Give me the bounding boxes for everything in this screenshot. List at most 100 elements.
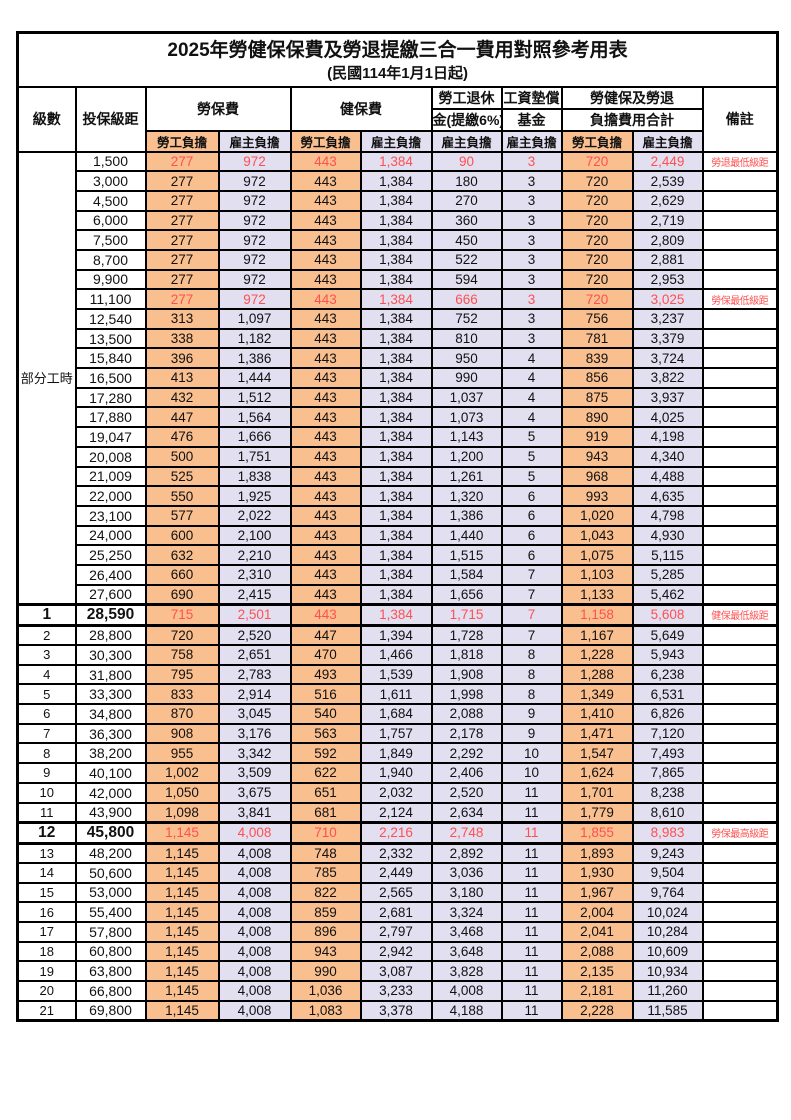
bracket-cell: 63,800 (74, 960, 147, 982)
total-employee-cell: 2,088 (560, 940, 634, 963)
health-ins-employee-cell: 443 (289, 504, 362, 527)
total-employee-cell: 968 (560, 465, 634, 488)
labor-ins-employee-cell: 277 (144, 150, 220, 173)
labor-ins-employee-cell: 1,145 (144, 820, 220, 845)
table-row: 2 28,800 720 2,520 447 1,394 1,728 7 1,167 5,649 (16, 624, 779, 646)
remark-cell (701, 722, 779, 745)
health-ins-employer-cell: 2,124 (359, 801, 433, 824)
health-ins-employer-cell: 3,087 (359, 960, 433, 982)
table-row: 6,000 277 972 443 1,384 360 3 720 2,719 (18, 209, 779, 232)
remark-cell (701, 663, 779, 686)
wage-fund-employer-cell: 9 (500, 703, 563, 725)
total-employee-cell: 1,043 (560, 524, 634, 547)
table-row: 11,100 277 972 443 1,384 666 3 720 3,025 勞保最低級距 (18, 288, 779, 310)
table-row: 24,000 600 2,100 443 1,384 1,440 6 1,043 4,930 (18, 524, 779, 547)
health-ins-employee-cell: 443 (289, 544, 362, 566)
table-row: 19 63,800 1,145 4,008 990 3,087 3,828 11 2,135 10… (16, 960, 779, 982)
health-ins-employee-cell: 443 (289, 288, 362, 310)
total-employee-cell: 720 (560, 150, 634, 173)
bracket-cell: 69,800 (74, 999, 147, 1022)
labor-ins-employer-cell: 4,008 (217, 881, 292, 904)
wage-fund-employer-cell: 3 (500, 150, 563, 173)
level-cell: 10 (16, 781, 77, 804)
total-employer-cell: 10,024 (631, 901, 704, 923)
labor-ins-employer-cell: 972 (217, 189, 292, 212)
health-ins-employer-cell: 1,394 (359, 624, 433, 646)
table-row: 17,280 432 1,512 443 1,384 1,037 4 875 3,937 (18, 386, 779, 409)
bracket-cell: 15,840 (74, 347, 147, 370)
health-ins-employer-cell: 1,384 (359, 347, 433, 370)
labor-ins-employer-cell: 3,045 (217, 703, 292, 725)
level-cell: 5 (16, 683, 77, 706)
col-header-health-insurance: 健保費 (289, 85, 433, 132)
pension-employer-cell: 990 (430, 367, 503, 389)
labor-ins-employee-cell: 632 (144, 544, 220, 566)
level-cell: 3 (16, 644, 77, 666)
table-row: 17,880 447 1,564 443 1,384 1,073 4 890 4,025 (18, 406, 779, 429)
wage-fund-employer-cell: 8 (500, 663, 563, 686)
total-employer-cell: 3,025 (631, 288, 704, 310)
pension-employer-cell: 4,188 (430, 999, 503, 1022)
table-row: 3,000 277 972 443 1,384 180 3 720 2,539 (18, 170, 779, 192)
bracket-cell: 9,900 (74, 268, 147, 291)
bracket-cell: 33,300 (74, 683, 147, 706)
wage-fund-employer-cell: 3 (500, 268, 563, 291)
health-ins-employee-cell: 443 (289, 465, 362, 488)
total-employer-cell: 9,243 (631, 842, 704, 864)
remark-cell (701, 189, 779, 212)
bracket-cell: 36,300 (74, 722, 147, 745)
health-ins-employer-cell: 3,233 (359, 980, 433, 1002)
wage-fund-employer-cell: 3 (500, 189, 563, 212)
pension-employer-cell: 1,998 (430, 683, 503, 706)
labor-ins-employee-cell: 795 (144, 663, 220, 686)
col-header-level: 級數 (16, 85, 77, 153)
health-ins-employer-cell: 1,384 (359, 327, 433, 350)
part-time-group-label: 部分工時 (16, 150, 77, 606)
health-ins-employer-cell: 1,384 (359, 485, 433, 507)
health-ins-employee-cell: 943 (289, 940, 362, 963)
wage-fund-employer-cell: 3 (500, 170, 563, 192)
total-employer-cell: 4,930 (631, 524, 704, 547)
pension-employer-cell: 3,324 (430, 901, 503, 923)
total-employee-cell: 2,041 (560, 920, 634, 943)
total-employer-cell: 4,488 (631, 465, 704, 488)
pension-employer-cell: 1,440 (430, 524, 503, 547)
total-employee-cell: 720 (560, 170, 634, 192)
total-employer-cell: 7,120 (631, 722, 704, 745)
remark-cell (701, 801, 779, 824)
total-employer-cell: 2,629 (631, 189, 704, 212)
labor-ins-employee-cell: 476 (144, 426, 220, 448)
subheader-health-ins-employer: 雇主負擔 (359, 129, 433, 153)
page-subtitle: (民國114年1月1日起) (327, 64, 468, 82)
wage-fund-employer-cell: 3 (500, 229, 563, 251)
labor-ins-employer-cell: 3,509 (217, 762, 292, 784)
pension-employer-cell: 522 (430, 248, 503, 271)
wage-fund-employer-cell: 11 (500, 881, 563, 904)
subheader-labor-ins-employer: 雇主負擔 (217, 129, 292, 153)
wage-fund-employer-cell: 11 (500, 801, 563, 824)
wage-fund-employer-cell: 7 (500, 624, 563, 646)
remark-cell (701, 229, 779, 251)
labor-ins-employer-cell: 972 (217, 288, 292, 310)
remark-cell (701, 781, 779, 804)
pension-employer-cell: 594 (430, 268, 503, 291)
wage-fund-employer-cell: 8 (500, 683, 563, 706)
health-ins-employee-cell: 443 (289, 308, 362, 330)
labor-ins-employer-cell: 4,008 (217, 980, 292, 1002)
labor-ins-employer-cell: 4,008 (217, 940, 292, 963)
total-employer-cell: 7,865 (631, 762, 704, 784)
level-cell: 16 (16, 901, 77, 923)
health-ins-employer-cell: 1,384 (359, 524, 433, 547)
health-ins-employer-cell: 1,384 (359, 367, 433, 389)
wage-fund-employer-cell: 7 (500, 563, 563, 586)
wage-fund-employer-cell: 6 (500, 485, 563, 507)
health-ins-employer-cell: 2,216 (359, 820, 433, 845)
total-employer-cell: 3,937 (631, 386, 704, 409)
health-ins-employee-cell: 651 (289, 781, 362, 804)
total-employee-cell: 993 (560, 485, 634, 507)
labor-ins-employer-cell: 2,022 (217, 504, 292, 527)
wage-fund-employer-cell: 6 (500, 544, 563, 566)
bracket-cell: 16,500 (74, 367, 147, 389)
remark-cell (701, 327, 779, 350)
labor-ins-employer-cell: 1,386 (217, 347, 292, 370)
